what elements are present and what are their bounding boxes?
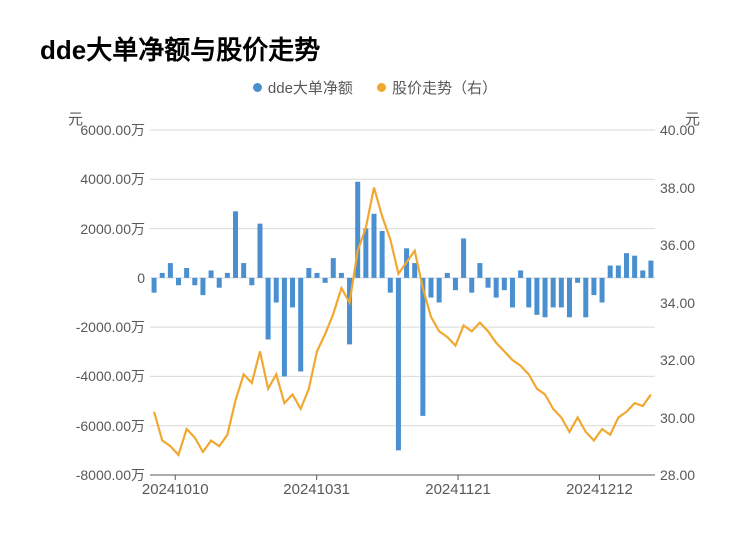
y-right-tick: 36.00: [660, 237, 695, 253]
y-right-tick: 32.00: [660, 352, 695, 368]
legend-label-1: dde大单净额: [268, 77, 353, 98]
legend-label-2: 股价走势（右）: [392, 77, 497, 98]
y-right-tick: 40.00: [660, 122, 695, 138]
plot-svg: [150, 130, 655, 475]
plot-area: [150, 130, 655, 475]
y-left-tick: 0: [137, 270, 145, 286]
legend: dde大单净额 股价走势（右）: [30, 77, 720, 98]
x-labels: 20241010202410312024112120241212: [150, 481, 655, 511]
y-right-tick: 30.00: [660, 410, 695, 426]
y-left-tick: -6000.00万: [76, 416, 145, 436]
y-right-tick: 34.00: [660, 295, 695, 311]
y-left-tick: 4000.00万: [80, 169, 145, 189]
chart-container: dde大单净额与股价走势 dde大单净额 股价走势（右） 元 元 6000.00…: [0, 0, 750, 558]
y-left-tick: 2000.00万: [80, 219, 145, 239]
x-tick: 20241121: [425, 481, 491, 498]
legend-marker-2: [377, 83, 386, 92]
x-tick: 20241212: [566, 481, 633, 498]
y-right-labels: 40.0038.0036.0034.0032.0030.0028.00: [660, 130, 720, 475]
y-right-tick: 28.00: [660, 467, 695, 483]
y-left-tick: 6000.00万: [80, 120, 145, 140]
chart-area: 元 元 6000.00万4000.00万2000.00万0-2000.00万-4…: [30, 108, 720, 528]
legend-item-2: 股价走势（右）: [377, 77, 497, 98]
y-right-tick: 38.00: [660, 180, 695, 196]
y-left-tick: -8000.00万: [76, 465, 145, 485]
x-tick: 20241010: [142, 481, 209, 498]
y-left-labels: 6000.00万4000.00万2000.00万0-2000.00万-4000.…: [30, 130, 145, 475]
chart-title: dde大单净额与股价走势: [40, 30, 720, 67]
legend-marker-1: [253, 83, 262, 92]
y-left-tick: -2000.00万: [76, 317, 145, 337]
legend-item-1: dde大单净额: [253, 77, 353, 98]
y-left-tick: -4000.00万: [76, 366, 145, 386]
x-tick: 20241031: [283, 481, 350, 498]
